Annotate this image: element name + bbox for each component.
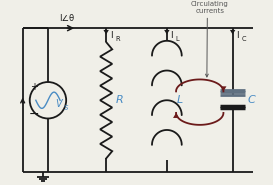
Text: L: L bbox=[176, 36, 179, 42]
Text: I: I bbox=[110, 31, 112, 40]
Text: V: V bbox=[55, 99, 62, 109]
Text: −: − bbox=[29, 108, 39, 121]
Text: L: L bbox=[176, 95, 183, 105]
Polygon shape bbox=[220, 86, 227, 91]
Polygon shape bbox=[164, 30, 170, 34]
Text: R: R bbox=[116, 95, 123, 105]
Text: R: R bbox=[116, 36, 120, 42]
Text: I: I bbox=[236, 31, 239, 40]
Polygon shape bbox=[230, 30, 235, 34]
Text: C: C bbox=[248, 95, 256, 105]
Text: +: + bbox=[30, 82, 38, 92]
Text: S: S bbox=[64, 105, 68, 111]
Text: I∠θ: I∠θ bbox=[59, 14, 75, 23]
Polygon shape bbox=[103, 30, 109, 34]
Text: I: I bbox=[170, 31, 173, 40]
Text: C: C bbox=[242, 36, 246, 42]
Polygon shape bbox=[173, 113, 179, 118]
Text: Circulating
currents: Circulating currents bbox=[191, 1, 229, 14]
